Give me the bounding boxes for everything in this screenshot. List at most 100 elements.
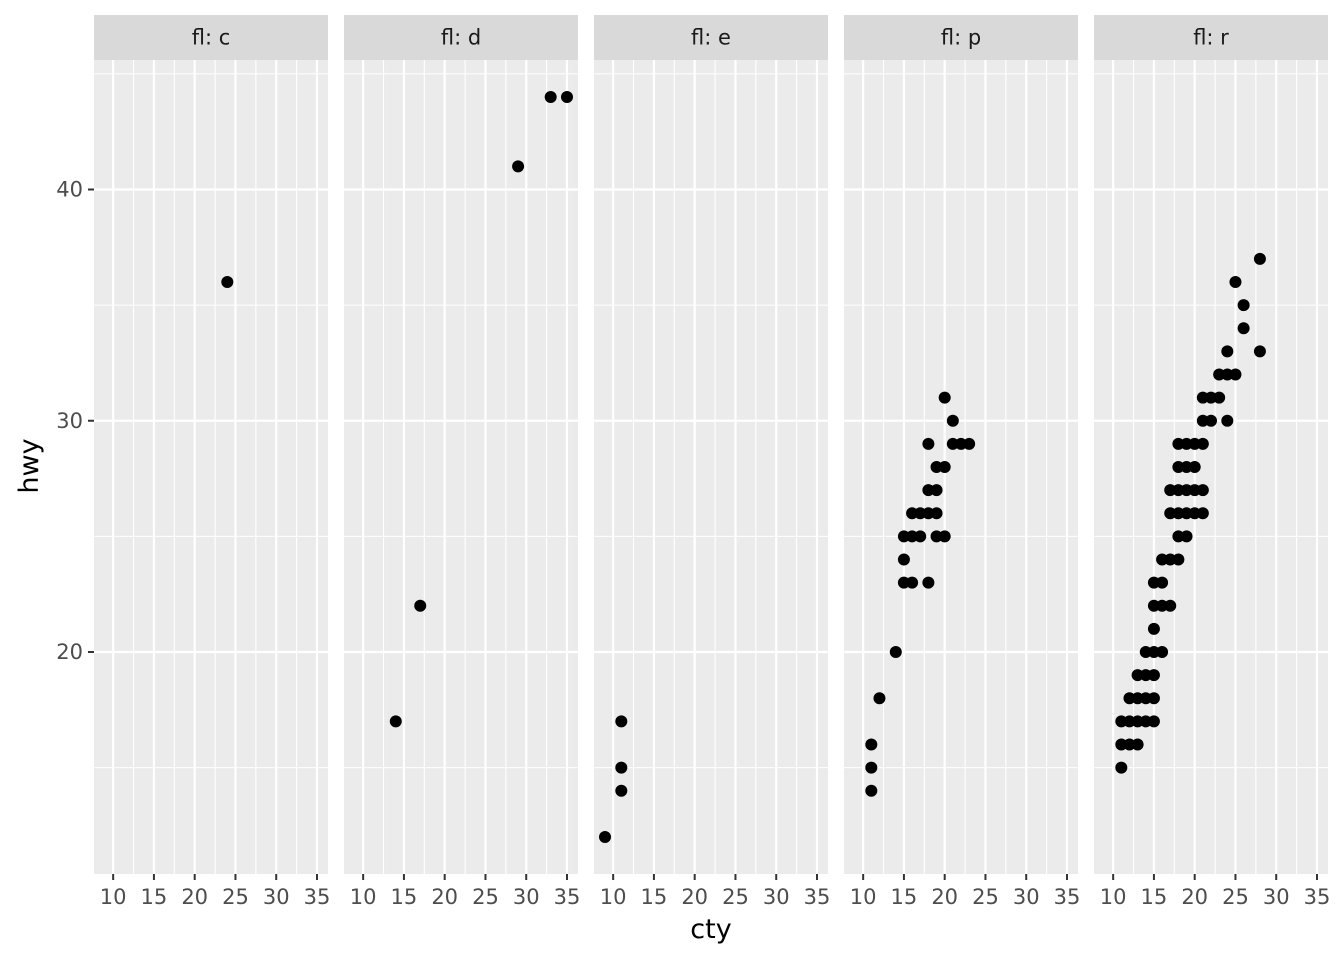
panel-background <box>94 60 328 874</box>
facet-strip-label: fl: p <box>941 26 981 50</box>
data-point <box>560 91 573 103</box>
data-point <box>512 160 525 173</box>
data-point <box>930 484 943 497</box>
x-tick-label: 35 <box>1054 885 1081 909</box>
data-point <box>1213 391 1226 404</box>
x-tick-label: 20 <box>931 885 958 909</box>
x-axis-title: cty <box>690 914 731 945</box>
data-point <box>1156 576 1169 589</box>
data-point <box>414 599 427 612</box>
data-point <box>1237 299 1250 312</box>
facet-strip-label: fl: d <box>441 26 481 50</box>
data-point <box>1253 345 1266 358</box>
facet-panel-2: fl: d 10 15 20 25 30 35 <box>344 15 580 909</box>
data-point <box>1131 738 1144 751</box>
facet-strip <box>594 15 828 60</box>
x-tick-label: 20 <box>431 885 458 909</box>
x-tick-label: 10 <box>100 885 127 909</box>
data-point <box>1156 646 1169 658</box>
facet-panel-5: fl: r 10 15 20 25 30 35 <box>1094 15 1330 909</box>
panel-background <box>344 60 578 874</box>
data-point <box>1188 461 1201 473</box>
data-point <box>938 461 951 473</box>
data-point <box>544 91 557 103</box>
data-point <box>1229 276 1242 288</box>
x-tick-label: 30 <box>263 885 290 909</box>
x-tick-label: 15 <box>1141 885 1168 909</box>
data-point <box>906 576 919 589</box>
data-point <box>1180 530 1193 543</box>
panel-background <box>844 60 1078 874</box>
x-tick-label: 30 <box>1263 885 1290 909</box>
x-tick-label: 35 <box>554 885 581 909</box>
x-tick-label: 30 <box>1013 885 1040 909</box>
data-point <box>914 530 927 543</box>
x-tick-label: 15 <box>391 885 418 909</box>
data-point <box>1196 437 1209 450</box>
data-point <box>1253 252 1266 265</box>
x-tick-label: 20 <box>181 885 208 909</box>
data-point <box>1172 553 1185 566</box>
data-point <box>1221 345 1234 358</box>
data-point <box>865 761 878 774</box>
facet-strip <box>94 15 328 60</box>
data-point <box>963 437 976 450</box>
data-point <box>889 646 902 658</box>
panel-background <box>1094 60 1328 874</box>
data-point <box>1164 599 1177 612</box>
panel-background <box>594 60 828 874</box>
x-tick-label: 35 <box>1304 885 1331 909</box>
x-tick-label: 35 <box>804 885 831 909</box>
data-point <box>873 692 886 705</box>
x-tick-label: 30 <box>763 885 790 909</box>
data-point <box>1147 622 1160 635</box>
data-point <box>1196 507 1209 520</box>
data-point <box>615 761 628 774</box>
x-tick-label: 10 <box>1100 885 1127 909</box>
facet-panel-4: fl: p 10 15 20 25 30 35 <box>844 15 1080 909</box>
data-point <box>865 784 878 797</box>
x-tick-label: 35 <box>304 885 331 909</box>
data-point <box>1147 669 1160 682</box>
y-tick-label: 20 <box>56 640 83 664</box>
x-tick-label: 25 <box>972 885 999 909</box>
x-tick-label: 15 <box>891 885 918 909</box>
facet-strip <box>344 15 578 60</box>
x-tick-label: 25 <box>722 885 749 909</box>
data-point <box>938 530 951 543</box>
facet-panel-1: fl: c 10 15 20 25 30 35 <box>94 15 330 909</box>
y-tick-label: 40 <box>56 178 83 202</box>
data-point <box>1147 715 1160 728</box>
data-point <box>599 831 612 843</box>
x-tick-label: 25 <box>1222 885 1249 909</box>
x-tick-label: 15 <box>641 885 668 909</box>
facet-strip <box>1094 15 1328 60</box>
y-tick-label: 30 <box>56 409 83 433</box>
data-point <box>615 715 628 728</box>
data-point <box>1196 484 1209 497</box>
data-point <box>897 553 910 566</box>
facet-strip <box>844 15 1078 60</box>
data-point <box>221 276 234 288</box>
data-point <box>615 784 628 797</box>
data-point <box>938 391 951 404</box>
x-tick-label: 20 <box>1181 885 1208 909</box>
x-tick-label: 25 <box>472 885 499 909</box>
facet-panels: fl: c 10 15 20 25 30 35 fl: d 10 15 20 25 30 35 fl: e 1… <box>56 15 1330 909</box>
data-point <box>865 738 878 751</box>
data-point <box>922 576 935 589</box>
facet-strip-label: fl: c <box>192 26 231 50</box>
data-point <box>922 437 935 450</box>
x-tick-label: 20 <box>681 885 708 909</box>
facet-panel-3: fl: e 10 15 20 25 30 35 <box>594 15 830 909</box>
data-point <box>1221 414 1234 427</box>
x-tick-label: 25 <box>222 885 249 909</box>
data-point <box>1237 322 1250 335</box>
data-point <box>1229 368 1242 381</box>
x-tick-label: 10 <box>850 885 877 909</box>
x-tick-label: 10 <box>350 885 377 909</box>
data-point <box>1147 692 1160 705</box>
facet-strip-label: fl: e <box>691 26 731 50</box>
x-tick-label: 15 <box>141 885 168 909</box>
